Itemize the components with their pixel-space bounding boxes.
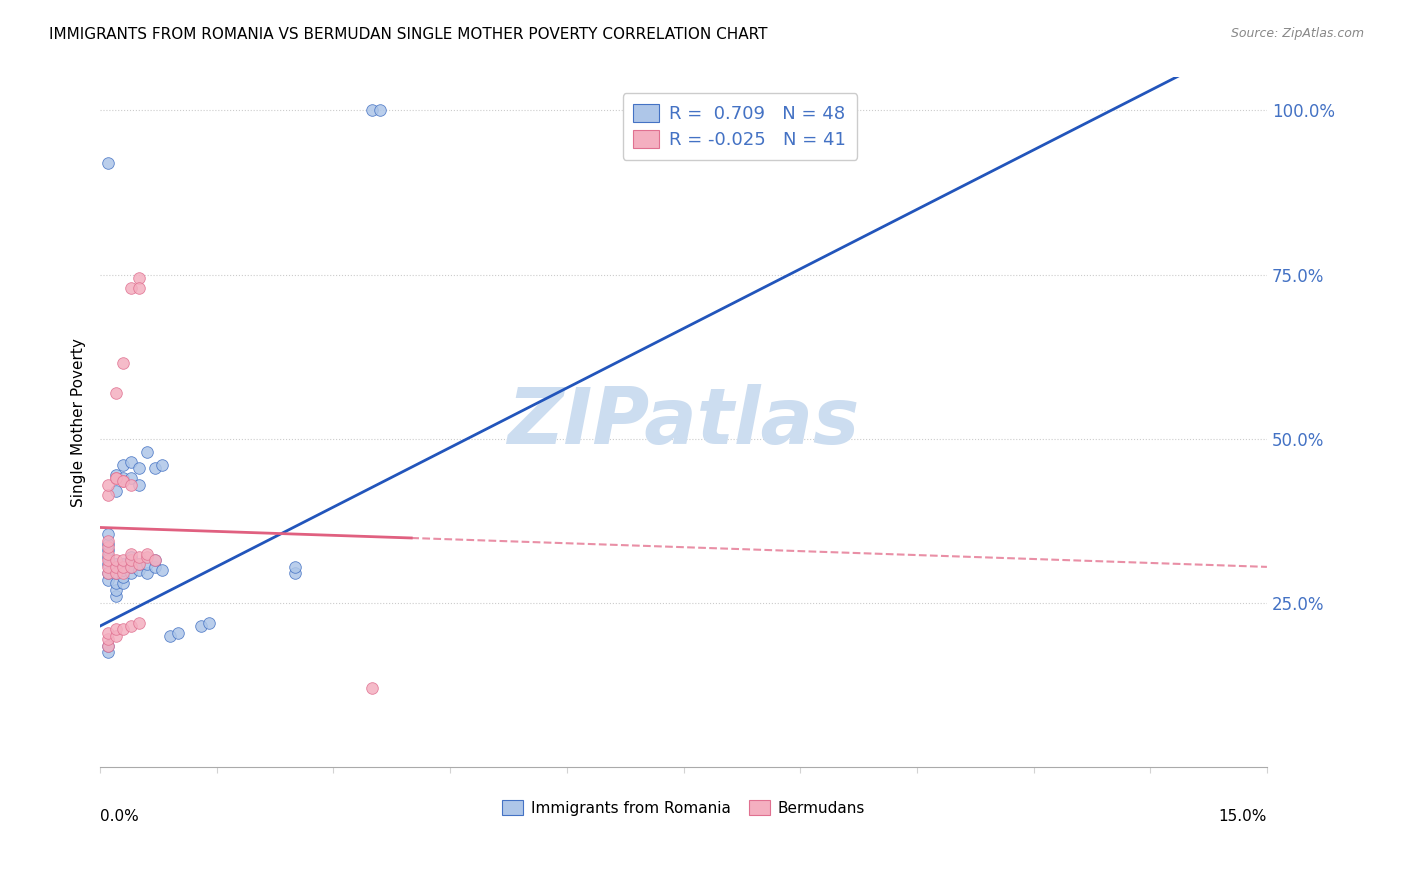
Point bbox=[361, 681, 384, 696]
Point bbox=[128, 281, 150, 295]
Point bbox=[97, 566, 120, 581]
Point bbox=[190, 619, 212, 633]
Point bbox=[112, 458, 135, 472]
Point bbox=[150, 458, 173, 472]
Point bbox=[198, 615, 221, 630]
Point bbox=[97, 537, 120, 551]
Point bbox=[97, 553, 120, 567]
Point bbox=[135, 445, 157, 459]
Point bbox=[104, 484, 127, 499]
Point bbox=[97, 156, 120, 170]
Point bbox=[135, 566, 157, 581]
Point bbox=[112, 560, 135, 574]
Point bbox=[150, 563, 173, 577]
Point bbox=[112, 557, 135, 571]
Y-axis label: Single Mother Poverty: Single Mother Poverty bbox=[72, 338, 86, 507]
Point bbox=[120, 455, 142, 469]
Point bbox=[167, 625, 190, 640]
Point bbox=[120, 549, 142, 564]
Point bbox=[104, 576, 127, 591]
Point bbox=[112, 471, 135, 485]
Point bbox=[104, 622, 127, 636]
Point bbox=[120, 566, 142, 581]
Point bbox=[97, 560, 120, 574]
Point bbox=[97, 533, 120, 548]
Point bbox=[97, 557, 120, 571]
Point bbox=[112, 563, 135, 577]
Point bbox=[135, 547, 157, 561]
Point bbox=[284, 560, 307, 574]
Point bbox=[97, 540, 120, 554]
Point bbox=[135, 549, 157, 564]
Point bbox=[104, 553, 127, 567]
Point bbox=[112, 570, 135, 584]
Point bbox=[97, 625, 120, 640]
Point bbox=[128, 270, 150, 285]
Point bbox=[112, 356, 135, 370]
Point bbox=[128, 477, 150, 491]
Point bbox=[361, 103, 384, 118]
Text: 15.0%: 15.0% bbox=[1219, 809, 1267, 823]
Point bbox=[120, 471, 142, 485]
Point bbox=[112, 576, 135, 591]
Point bbox=[104, 566, 127, 581]
Legend: Immigrants from Romania, Bermudans: Immigrants from Romania, Bermudans bbox=[495, 794, 872, 822]
Point bbox=[112, 622, 135, 636]
Point bbox=[284, 566, 307, 581]
Point bbox=[143, 553, 166, 567]
Point bbox=[112, 475, 135, 489]
Point bbox=[97, 547, 120, 561]
Point bbox=[97, 632, 120, 647]
Point bbox=[120, 547, 142, 561]
Point bbox=[120, 281, 142, 295]
Point bbox=[128, 557, 150, 571]
Point bbox=[120, 477, 142, 491]
Point bbox=[120, 619, 142, 633]
Point bbox=[143, 560, 166, 574]
Point bbox=[143, 553, 166, 567]
Point bbox=[120, 553, 142, 567]
Point bbox=[97, 527, 120, 541]
Point bbox=[97, 488, 120, 502]
Point bbox=[143, 461, 166, 475]
Point bbox=[97, 639, 120, 653]
Point bbox=[104, 629, 127, 643]
Point bbox=[97, 549, 120, 564]
Point bbox=[104, 471, 127, 485]
Point bbox=[104, 566, 127, 581]
Point bbox=[120, 560, 142, 574]
Point bbox=[128, 615, 150, 630]
Point bbox=[104, 557, 127, 571]
Point bbox=[112, 475, 135, 489]
Point bbox=[368, 103, 391, 118]
Point bbox=[104, 582, 127, 597]
Text: Source: ZipAtlas.com: Source: ZipAtlas.com bbox=[1230, 27, 1364, 40]
Point bbox=[97, 573, 120, 587]
Point bbox=[112, 566, 135, 581]
Point bbox=[120, 560, 142, 574]
Point bbox=[128, 563, 150, 577]
Point bbox=[128, 461, 150, 475]
Point bbox=[97, 477, 120, 491]
Point bbox=[97, 566, 120, 581]
Point bbox=[159, 629, 181, 643]
Text: 0.0%: 0.0% bbox=[100, 809, 139, 823]
Point bbox=[97, 543, 120, 558]
Point bbox=[104, 560, 127, 574]
Point bbox=[128, 557, 150, 571]
Point bbox=[128, 549, 150, 564]
Point bbox=[135, 557, 157, 571]
Text: ZIPatlas: ZIPatlas bbox=[508, 384, 859, 460]
Point bbox=[112, 553, 135, 567]
Point bbox=[104, 590, 127, 604]
Point bbox=[104, 385, 127, 400]
Point bbox=[104, 471, 127, 485]
Point bbox=[104, 467, 127, 482]
Point bbox=[97, 645, 120, 659]
Text: IMMIGRANTS FROM ROMANIA VS BERMUDAN SINGLE MOTHER POVERTY CORRELATION CHART: IMMIGRANTS FROM ROMANIA VS BERMUDAN SING… bbox=[49, 27, 768, 42]
Point bbox=[97, 639, 120, 653]
